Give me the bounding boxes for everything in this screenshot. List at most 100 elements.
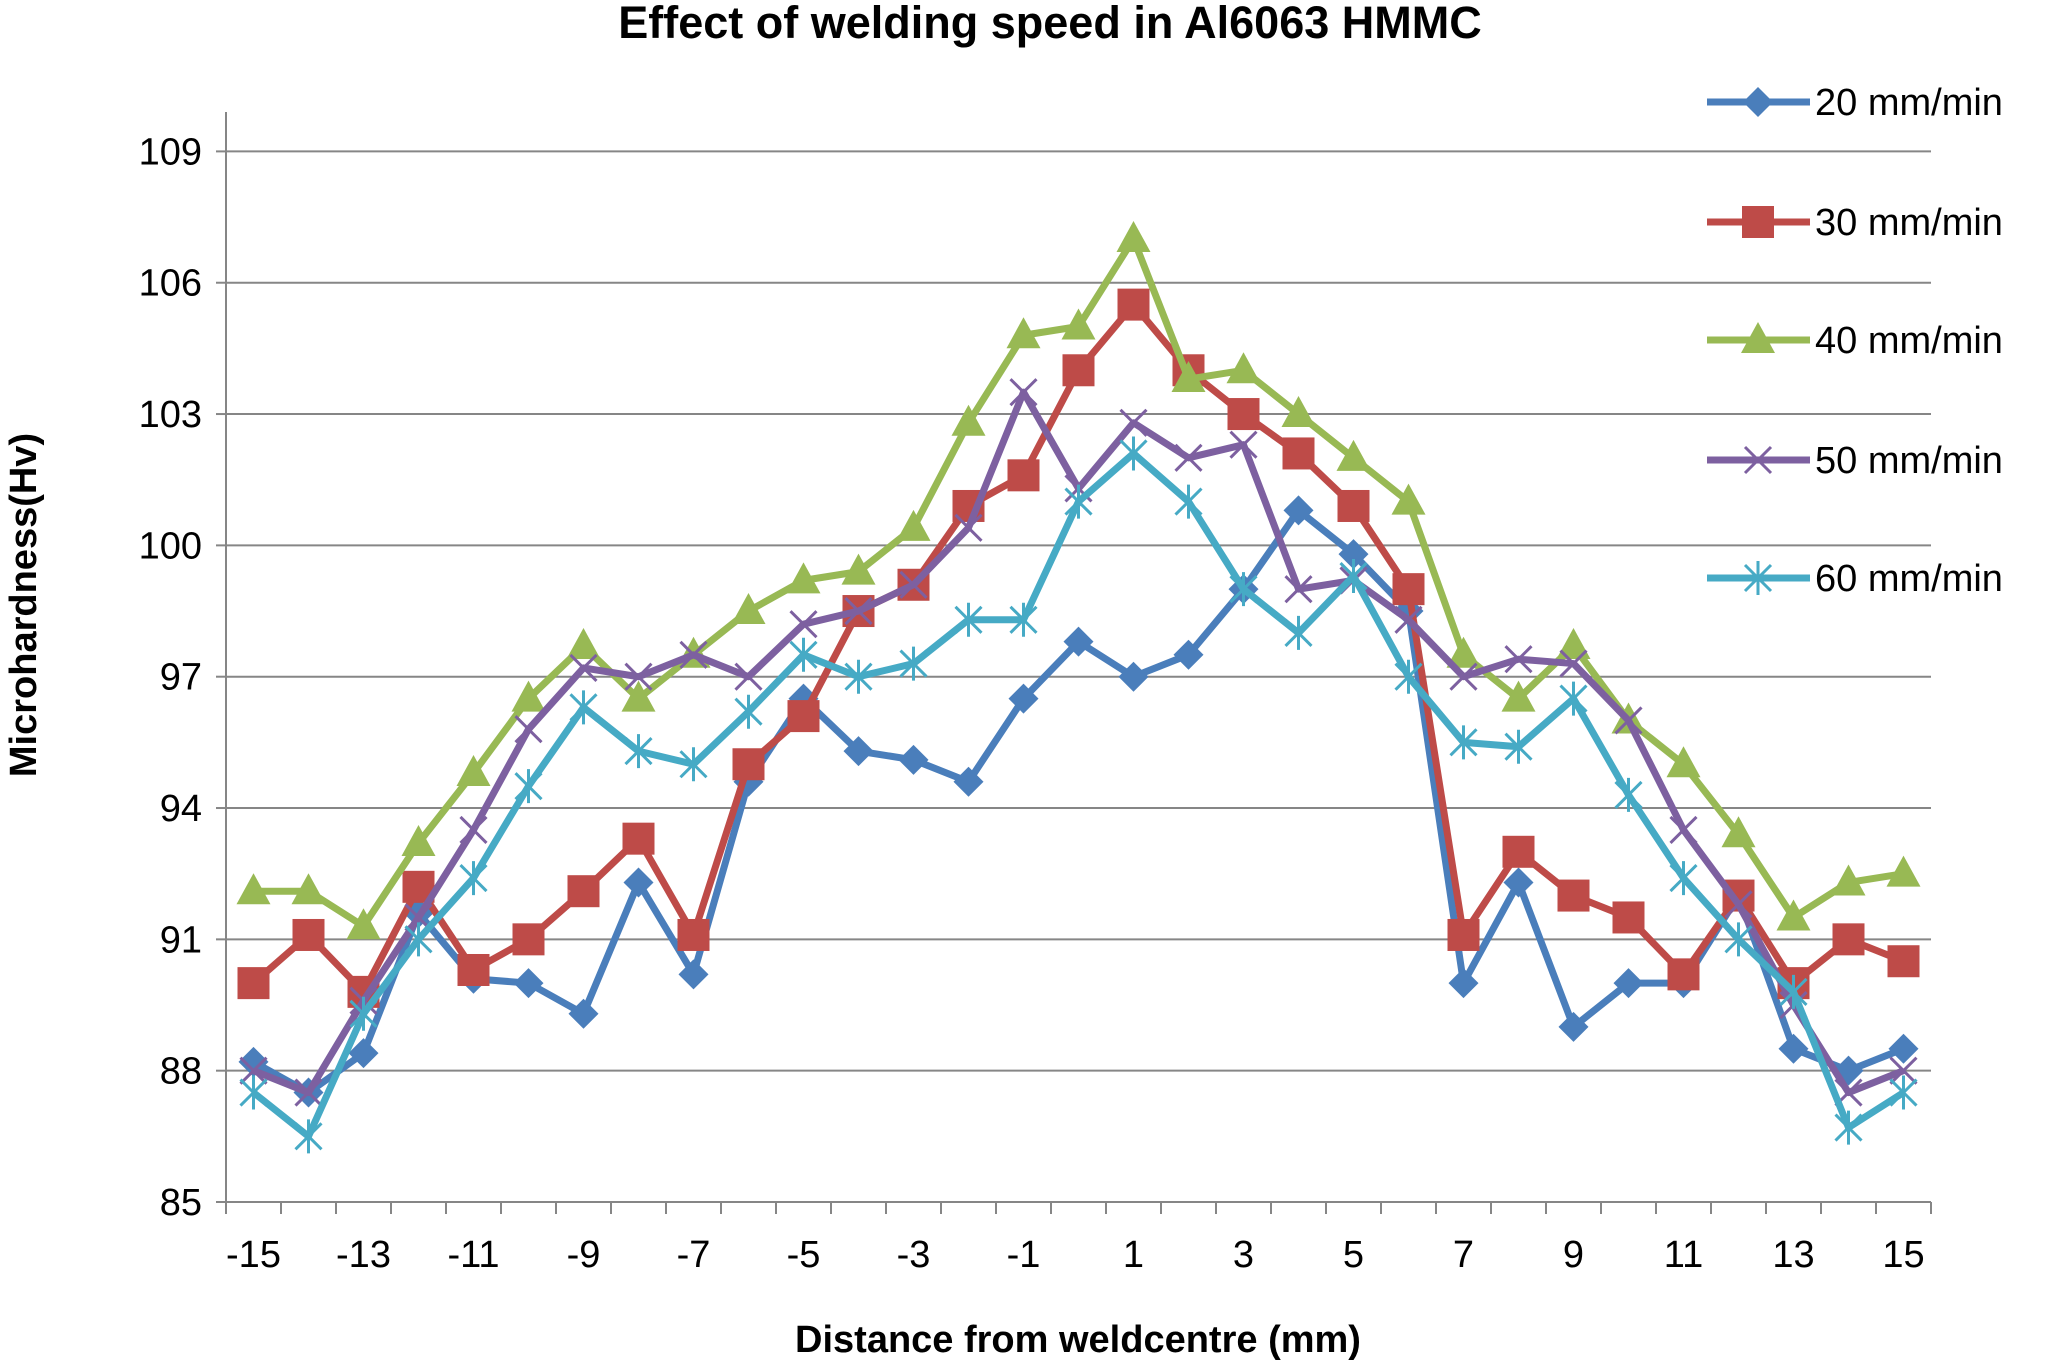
x-tick-label: 7 [1453, 1234, 1474, 1276]
data-point [294, 1119, 323, 1154]
data-point [514, 769, 543, 804]
data-point [1887, 945, 1920, 978]
data-point [1391, 483, 1426, 515]
data-point [1614, 706, 1643, 735]
data-point [1559, 649, 1588, 678]
data-point [1557, 879, 1590, 912]
chart-title: Effect of welding speed in Al6063 HMMC [618, 0, 1481, 48]
y-tick-label: 100 [139, 525, 202, 567]
legend-label: 40 mm/min [1815, 320, 2003, 362]
data-point [348, 1038, 379, 1069]
data-point [459, 815, 488, 844]
data-point [896, 509, 931, 541]
data-point [456, 755, 491, 787]
legend-item: 60 mm/min [1707, 558, 2003, 600]
data-point [1392, 573, 1425, 606]
data-point [1742, 206, 1774, 238]
data-point [621, 680, 656, 712]
data-point [1779, 974, 1808, 1009]
data-point [1888, 1033, 1919, 1064]
data-point [404, 922, 433, 957]
data-point [1338, 539, 1369, 570]
data-point [1009, 602, 1038, 637]
data-point [1173, 639, 1204, 670]
data-point [1558, 1011, 1589, 1042]
data-point [1743, 445, 1773, 475]
data-point [1119, 408, 1148, 437]
data-point [1501, 680, 1536, 712]
data-point [1666, 746, 1701, 778]
legend-item: 20 mm/min [1707, 82, 2003, 124]
data-point [1174, 443, 1203, 472]
data-point [1721, 816, 1756, 848]
data-point [511, 680, 546, 712]
data-point [1614, 777, 1643, 812]
data-point [1776, 899, 1811, 931]
legend: 20 mm/min 30 mm/min 40 mm/min 50 mm/min 60 m… [1707, 82, 2003, 600]
data-point [1889, 1056, 1918, 1085]
data-point [239, 1075, 268, 1110]
data-point [568, 998, 599, 1029]
data-point [1171, 361, 1206, 393]
data-point [349, 996, 378, 1031]
data-point [1831, 864, 1866, 896]
data-point [1502, 835, 1535, 868]
data-point [567, 875, 600, 908]
data-point [1669, 815, 1698, 844]
series-40-mm-min [236, 220, 1921, 940]
series-group [236, 220, 1921, 1154]
x-tick-label: 5 [1343, 1234, 1364, 1276]
data-point [1339, 559, 1368, 594]
data-point [1337, 489, 1370, 522]
data-point [1669, 861, 1698, 896]
data-point [1504, 645, 1533, 674]
data-point [786, 562, 821, 594]
data-point [679, 747, 708, 782]
data-point [1778, 1033, 1809, 1064]
y-tick-label: 88 [160, 1051, 202, 1093]
data-point [294, 1078, 323, 1107]
data-point [1174, 484, 1203, 519]
data-point [789, 610, 818, 639]
data-point [1741, 322, 1775, 353]
data-point [623, 867, 654, 898]
data-point [292, 918, 325, 951]
data-point [457, 953, 490, 986]
y-tick-labels: 85 88 91 94 97 100 103 106 109 [139, 131, 202, 1224]
legend-item: 40 mm/min [1707, 320, 2003, 362]
legend-label: 20 mm/min [1815, 82, 2003, 124]
y-tick-label: 103 [139, 394, 202, 436]
x-tick-label: 13 [1772, 1234, 1814, 1276]
y-tick-label: 97 [160, 657, 202, 699]
data-point [1229, 430, 1258, 459]
data-point [514, 715, 543, 744]
data-point [1556, 628, 1591, 660]
x-tick-label: -9 [567, 1234, 601, 1276]
data-point [1118, 661, 1149, 692]
x-tick-label: 1 [1123, 1234, 1144, 1276]
data-point [1061, 308, 1096, 340]
data-point [844, 596, 873, 626]
data-point [459, 861, 488, 896]
x-tick-label: -3 [897, 1234, 931, 1276]
data-point [239, 1056, 268, 1085]
data-point [1394, 605, 1423, 634]
legend-label: 60 mm/min [1815, 558, 2003, 600]
x-tick-label: 9 [1563, 1234, 1584, 1276]
x-tick-label: 3 [1233, 1234, 1254, 1276]
x-tick-label: -1 [1007, 1234, 1041, 1276]
data-point [677, 918, 710, 951]
series-line [251, 449, 1906, 1140]
data-point [1743, 561, 1773, 595]
y-tick-label: 91 [160, 919, 202, 961]
x-tick-label: -13 [336, 1234, 391, 1276]
series-60-mm-min [239, 436, 1918, 1154]
data-point [1227, 398, 1260, 431]
x-tick-label: -7 [677, 1234, 711, 1276]
data-point [1447, 918, 1480, 951]
data-point [953, 766, 984, 797]
y-tick-label: 85 [160, 1182, 202, 1224]
data-point [1449, 725, 1478, 760]
data-point [1062, 354, 1095, 387]
data-point [951, 404, 986, 436]
